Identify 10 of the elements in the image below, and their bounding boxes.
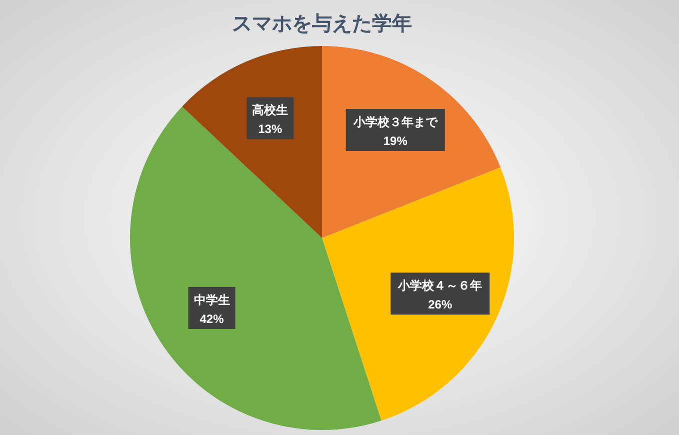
data-label: 19%: [383, 134, 408, 148]
data-label: 26%: [428, 298, 452, 312]
slice-label: 高校生: [252, 103, 288, 118]
data-label: 42%: [200, 312, 224, 326]
chart-title: スマホを与えた学年: [232, 11, 412, 35]
slice-label: 小学校３年まで: [352, 115, 438, 130]
data-label: 13%: [258, 122, 282, 136]
slice-label: 小学校４～６年: [397, 278, 482, 293]
slice-label: 中学生: [194, 292, 230, 307]
pie-slice: [182, 46, 322, 238]
